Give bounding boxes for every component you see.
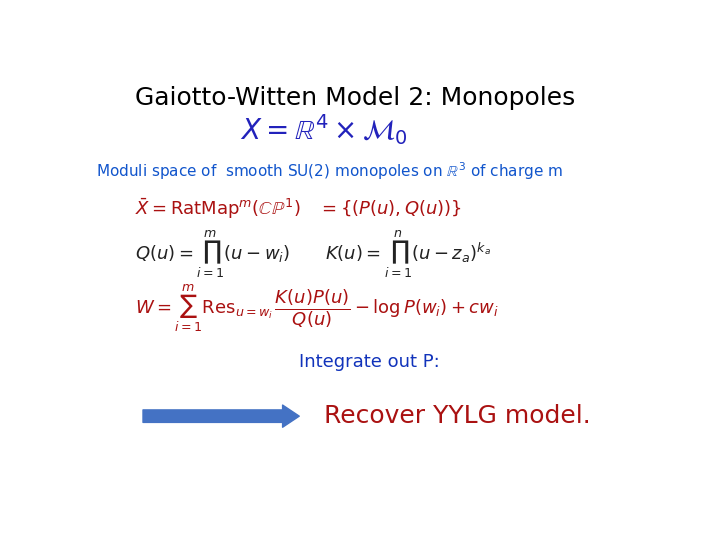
Text: Moduli space of  smooth SU(2) monopoles on $\mathbb{R}^3$ of charge m: Moduli space of smooth SU(2) monopoles o…: [96, 160, 562, 181]
Text: $X = \mathbb{R}^4 \times \mathcal{M}_0$: $X = \mathbb{R}^4 \times \mathcal{M}_0$: [240, 112, 408, 146]
Text: Integrate out P:: Integrate out P:: [299, 353, 439, 371]
Text: Recover YYLG model.: Recover YYLG model.: [324, 404, 591, 428]
Text: $Q(u) = \prod_{i=1}^{m}(u - w_i) \qquad K(u) = \prod_{i=1}^{n}(u - z_a)^{k_a}$: $Q(u) = \prod_{i=1}^{m}(u - w_i) \qquad …: [135, 228, 490, 280]
Text: $\bar{X} = \mathrm{RatMap}^m(\mathbb{CP}^1)\quad = \{(P(u), Q(u))\}$: $\bar{X} = \mathrm{RatMap}^m(\mathbb{CP}…: [135, 196, 462, 220]
Text: $W = \sum_{i=1}^{m} \mathrm{Res}_{u=w_i}\,\dfrac{K(u)P(u)}{Q(u)} - \log P(w_i) +: $W = \sum_{i=1}^{m} \mathrm{Res}_{u=w_i}…: [135, 282, 499, 334]
FancyArrowPatch shape: [143, 405, 300, 427]
Text: Gaiotto-Witten Model 2: Monopoles: Gaiotto-Witten Model 2: Monopoles: [135, 85, 575, 110]
